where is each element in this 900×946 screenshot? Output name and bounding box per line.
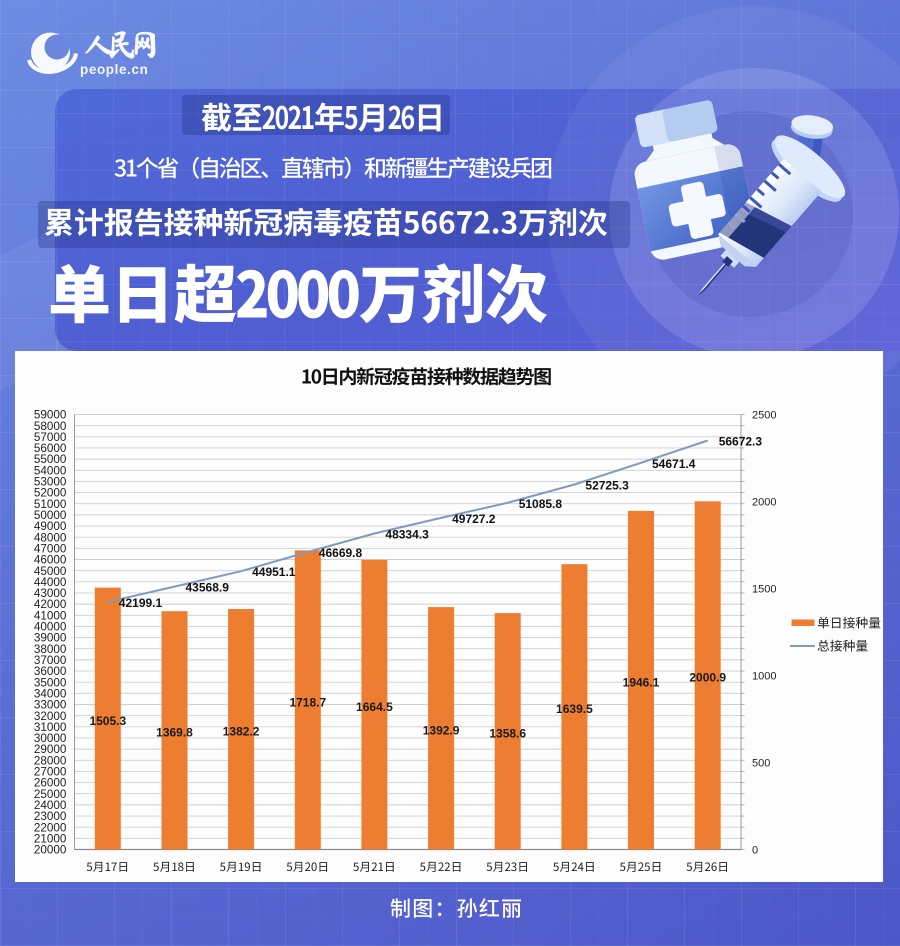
svg-text:54000: 54000 bbox=[34, 464, 67, 477]
svg-text:2500: 2500 bbox=[752, 410, 776, 422]
svg-text:21000: 21000 bbox=[34, 832, 67, 845]
svg-text:20000: 20000 bbox=[34, 844, 67, 857]
svg-text:36000: 36000 bbox=[34, 665, 67, 678]
svg-text:56000: 56000 bbox=[34, 442, 67, 455]
svg-text:41000: 41000 bbox=[34, 609, 67, 622]
svg-text:59000: 59000 bbox=[34, 409, 67, 422]
svg-text:34000: 34000 bbox=[34, 687, 67, 700]
svg-text:53000: 53000 bbox=[34, 476, 67, 489]
svg-text:55000: 55000 bbox=[34, 453, 67, 466]
svg-text:48000: 48000 bbox=[34, 531, 67, 544]
svg-text:30000: 30000 bbox=[34, 732, 67, 745]
svg-text:49727.2: 49727.2 bbox=[452, 512, 496, 526]
svg-text:31000: 31000 bbox=[34, 721, 67, 734]
svg-text:32000: 32000 bbox=[34, 710, 67, 723]
svg-text:1664.5: 1664.5 bbox=[356, 700, 393, 714]
svg-text:46000: 46000 bbox=[34, 554, 67, 567]
svg-text:1639.5: 1639.5 bbox=[556, 702, 593, 716]
svg-text:27000: 27000 bbox=[34, 766, 67, 779]
svg-text:40000: 40000 bbox=[34, 621, 67, 634]
svg-text:46669.8: 46669.8 bbox=[319, 546, 363, 560]
svg-text:39000: 39000 bbox=[34, 632, 67, 645]
svg-text:51085.8: 51085.8 bbox=[519, 497, 563, 511]
svg-text:1000: 1000 bbox=[752, 671, 776, 683]
svg-text:50000: 50000 bbox=[34, 509, 67, 522]
svg-text:42199.1: 42199.1 bbox=[119, 596, 163, 610]
svg-text:0: 0 bbox=[752, 845, 758, 857]
svg-text:1505.3: 1505.3 bbox=[89, 714, 126, 728]
svg-text:44000: 44000 bbox=[34, 576, 67, 589]
svg-text:23000: 23000 bbox=[34, 810, 67, 823]
svg-text:47000: 47000 bbox=[34, 542, 67, 555]
svg-text:58000: 58000 bbox=[34, 420, 67, 433]
svg-text:48334.3: 48334.3 bbox=[385, 528, 429, 542]
svg-text:1500: 1500 bbox=[752, 584, 776, 596]
svg-text:51000: 51000 bbox=[34, 498, 67, 511]
svg-text:1392.9: 1392.9 bbox=[423, 724, 460, 738]
svg-text:1358.6: 1358.6 bbox=[489, 727, 526, 741]
svg-text:1946.1: 1946.1 bbox=[623, 676, 660, 690]
svg-text:33000: 33000 bbox=[34, 699, 67, 712]
svg-text:38000: 38000 bbox=[34, 643, 67, 656]
svg-text:49000: 49000 bbox=[34, 520, 67, 533]
svg-text:56672.3: 56672.3 bbox=[719, 435, 763, 449]
svg-text:1718.7: 1718.7 bbox=[289, 695, 326, 709]
svg-text:54671.4: 54671.4 bbox=[652, 457, 696, 471]
svg-text:52000: 52000 bbox=[34, 487, 67, 500]
svg-text:2000: 2000 bbox=[752, 497, 776, 509]
svg-text:57000: 57000 bbox=[34, 431, 67, 444]
svg-text:24000: 24000 bbox=[34, 799, 67, 812]
svg-text:42000: 42000 bbox=[34, 598, 67, 611]
svg-text:1382.2: 1382.2 bbox=[223, 725, 260, 739]
svg-text:1369.8: 1369.8 bbox=[156, 726, 193, 740]
svg-text:45000: 45000 bbox=[34, 565, 67, 578]
svg-text:500: 500 bbox=[752, 758, 770, 770]
svg-text:43000: 43000 bbox=[34, 587, 67, 600]
svg-text:2000.9: 2000.9 bbox=[689, 671, 726, 685]
svg-text:52725.3: 52725.3 bbox=[585, 479, 629, 493]
svg-text:37000: 37000 bbox=[34, 654, 67, 667]
svg-text:people.cn: people.cn bbox=[80, 62, 148, 77]
svg-text:25000: 25000 bbox=[34, 788, 67, 801]
svg-text:26000: 26000 bbox=[34, 777, 67, 790]
svg-text:28000: 28000 bbox=[34, 754, 67, 767]
svg-text:43568.9: 43568.9 bbox=[186, 581, 230, 595]
svg-text:22000: 22000 bbox=[34, 821, 67, 834]
svg-text:29000: 29000 bbox=[34, 743, 67, 756]
svg-text:44951.1: 44951.1 bbox=[252, 565, 296, 579]
svg-text:35000: 35000 bbox=[34, 676, 67, 689]
